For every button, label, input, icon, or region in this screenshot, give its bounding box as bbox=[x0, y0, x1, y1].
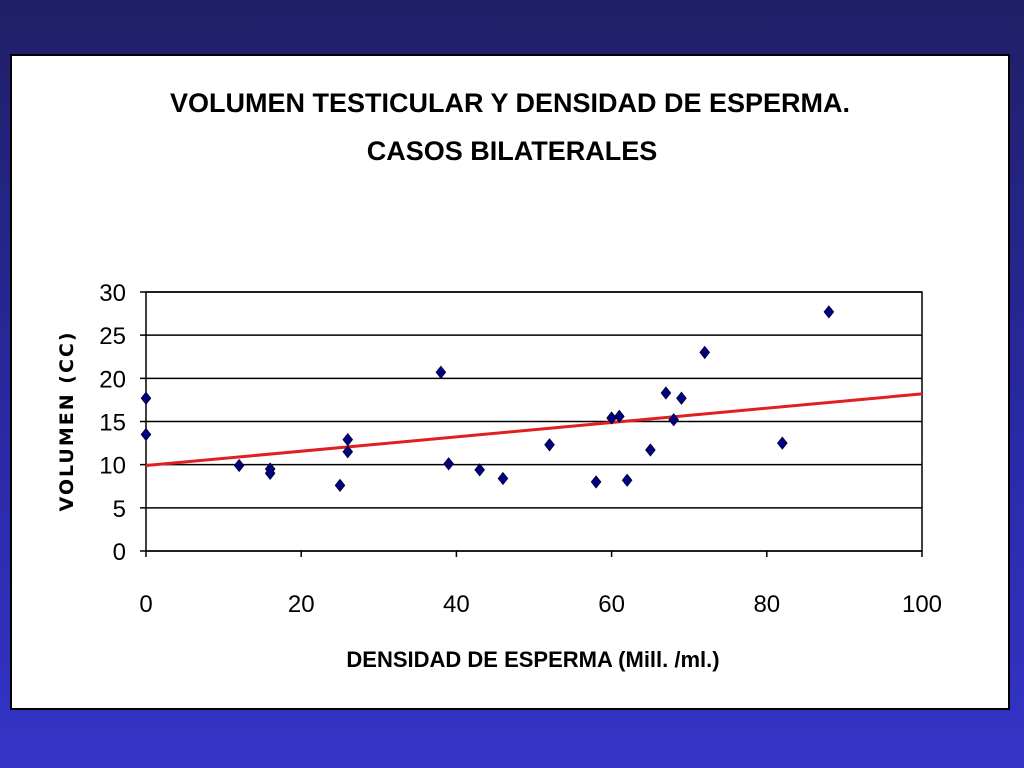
data-point-16 bbox=[621, 473, 633, 487]
y-tick-label: 25 bbox=[99, 323, 126, 350]
data-point-10 bbox=[474, 463, 485, 477]
data-point-17 bbox=[645, 443, 656, 457]
data-point-8 bbox=[435, 365, 447, 379]
data-point-7 bbox=[342, 445, 354, 459]
data-point-11 bbox=[497, 471, 509, 486]
x-tick-label: 80 bbox=[753, 591, 780, 618]
y-tick-label: 20 bbox=[99, 366, 126, 393]
chart-title-line-2: CASOS BILATERALES bbox=[367, 136, 658, 166]
data-point-2 bbox=[233, 458, 245, 473]
data-point-12 bbox=[544, 438, 555, 452]
y-tick-label: 10 bbox=[99, 453, 126, 480]
data-point-9 bbox=[443, 457, 454, 471]
data-point-23 bbox=[823, 305, 835, 319]
x-axis-label: DENSIDAD DE ESPERMA (Mill. /ml.) bbox=[346, 647, 719, 672]
x-tick-label: 60 bbox=[598, 591, 625, 618]
data-points bbox=[140, 305, 835, 493]
slide-panel bbox=[10, 54, 1010, 710]
data-point-4 bbox=[264, 466, 276, 480]
data-point-13 bbox=[590, 475, 602, 489]
data-point-22 bbox=[777, 436, 788, 450]
data-point-6 bbox=[342, 432, 354, 447]
x-tick-label: 20 bbox=[288, 591, 315, 618]
data-point-15 bbox=[614, 409, 625, 423]
trendline bbox=[145, 392, 923, 468]
y-tick-label: 30 bbox=[99, 280, 126, 307]
y-tick-label: 15 bbox=[99, 410, 126, 437]
x-tick-label: 100 bbox=[902, 591, 942, 618]
data-point-5 bbox=[334, 478, 346, 493]
x-tick-label: 0 bbox=[139, 591, 152, 618]
plot-area bbox=[145, 291, 923, 552]
data-point-20 bbox=[676, 391, 687, 405]
trendline-group bbox=[145, 392, 923, 468]
x-tick-labels: 0 20 40 60 80 100 bbox=[139, 591, 942, 618]
y-tick-label: 5 bbox=[113, 496, 126, 523]
data-point-21 bbox=[699, 345, 711, 360]
y-tick-labels: 0 5 10 15 20 25 30 bbox=[99, 280, 126, 566]
x-tick-label: 40 bbox=[443, 591, 470, 618]
data-point-18 bbox=[660, 386, 672, 400]
data-point-1 bbox=[140, 427, 152, 442]
y-axis-label: VOLUMEN (CC) bbox=[56, 330, 78, 511]
data-point-19 bbox=[668, 413, 679, 427]
y-tick-label: 0 bbox=[113, 539, 126, 566]
chart-title-line-1: VOLUMEN TESTICULAR Y DENSIDAD DE ESPERMA… bbox=[170, 88, 850, 118]
data-point-0 bbox=[140, 391, 152, 405]
gridlines bbox=[140, 291, 923, 557]
